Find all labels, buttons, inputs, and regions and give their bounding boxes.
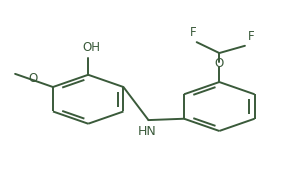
Text: O: O [28, 72, 38, 85]
Text: HN: HN [138, 125, 156, 138]
Text: F: F [248, 30, 254, 43]
Text: F: F [190, 26, 197, 39]
Text: OH: OH [82, 41, 100, 54]
Text: O: O [215, 57, 224, 70]
